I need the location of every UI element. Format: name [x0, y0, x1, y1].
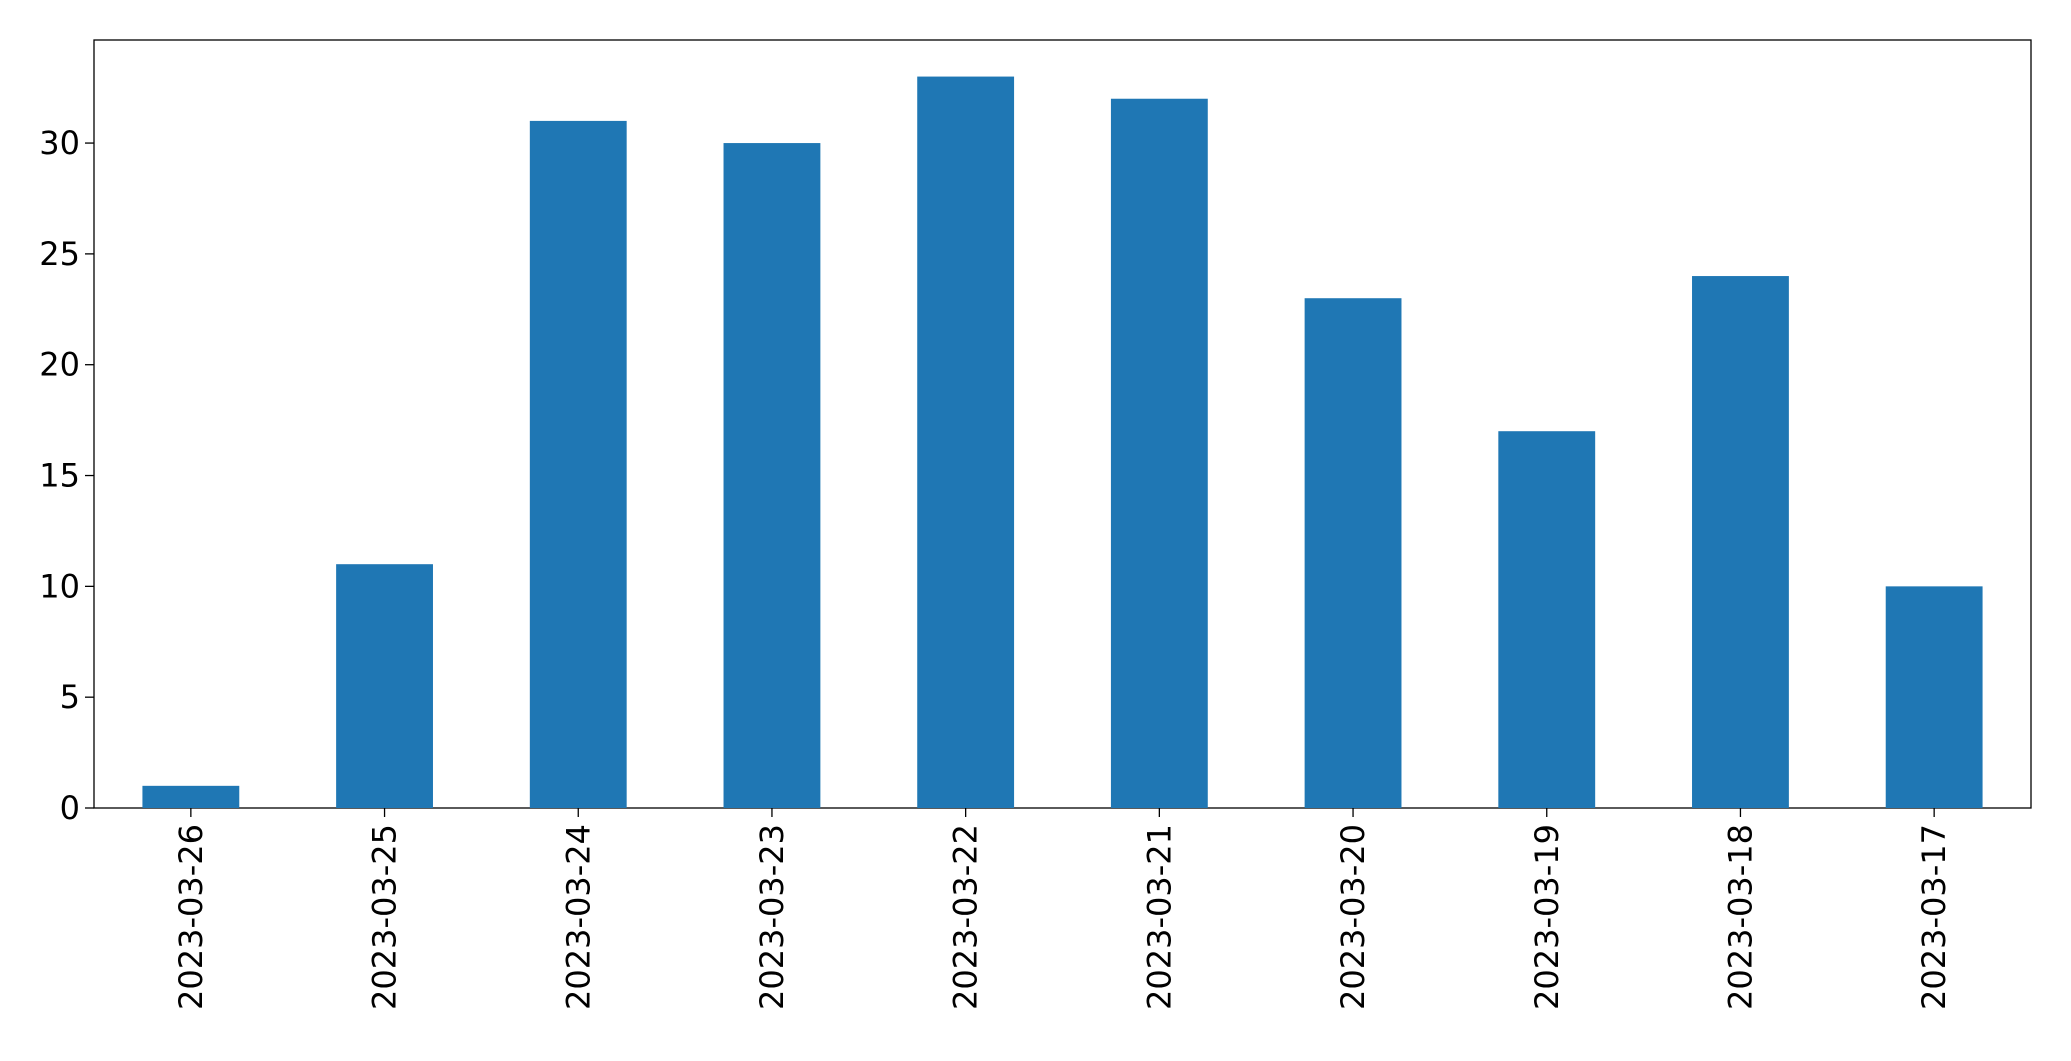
y-tick-label: 5 [60, 678, 80, 716]
x-tick-label: 2023-03-21 [1140, 824, 1178, 1010]
y-tick-label: 10 [39, 567, 80, 605]
x-tick-label: 2023-03-22 [947, 824, 985, 1010]
x-tick-label: 2023-03-17 [1915, 824, 1953, 1010]
bar [529, 120, 627, 808]
y-tick-label: 20 [39, 346, 80, 384]
x-tick-label: 2023-03-24 [559, 824, 597, 1010]
x-tick-label: 2023-03-25 [366, 824, 404, 1010]
x-tick-label: 2023-03-23 [753, 824, 791, 1010]
bar [1498, 431, 1596, 808]
bar [723, 143, 821, 808]
y-tick-label: 15 [39, 457, 80, 495]
y-tick-label: 25 [39, 235, 80, 273]
bar [1304, 298, 1402, 808]
bar [1692, 276, 1789, 808]
bar [1885, 586, 1983, 808]
y-tick-label: 30 [39, 124, 80, 162]
plot-frame [93, 39, 2032, 809]
x-tick-label: 2023-03-26 [172, 824, 210, 1010]
bar [336, 564, 433, 808]
x-tick-label: 2023-03-20 [1334, 824, 1372, 1010]
y-tick-label: 0 [60, 789, 80, 827]
bar [142, 785, 240, 808]
x-tick-label: 2023-03-18 [1721, 824, 1759, 1010]
bar [1110, 98, 1208, 808]
bar [917, 76, 1015, 809]
x-tick-label: 2023-03-19 [1528, 824, 1566, 1010]
